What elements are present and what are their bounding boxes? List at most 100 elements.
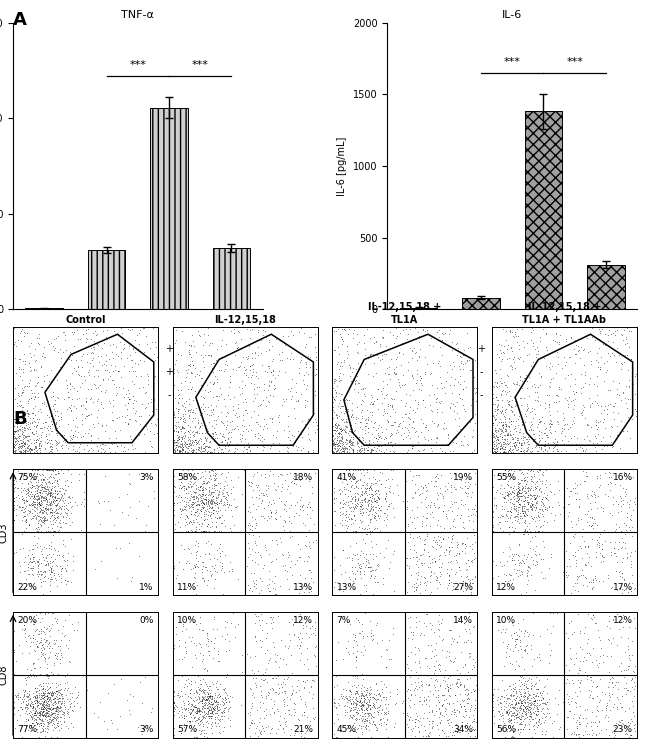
Point xyxy=(356,494,367,506)
Point xyxy=(203,466,214,478)
Point xyxy=(259,725,269,737)
Point xyxy=(286,325,296,337)
Point xyxy=(338,544,348,556)
Point xyxy=(41,699,51,711)
Point xyxy=(623,415,633,427)
Point xyxy=(16,446,26,458)
Point xyxy=(183,383,193,395)
Point xyxy=(57,705,67,717)
Point xyxy=(280,366,290,378)
Point xyxy=(348,444,358,456)
Point xyxy=(401,407,411,419)
Point xyxy=(312,322,322,334)
Point xyxy=(385,326,395,338)
Point xyxy=(532,651,542,663)
Point xyxy=(199,699,209,711)
Point xyxy=(421,694,431,706)
Point xyxy=(500,404,511,416)
Point xyxy=(40,709,51,721)
Point xyxy=(534,425,544,437)
Point xyxy=(500,514,510,526)
Point xyxy=(49,508,59,520)
Point xyxy=(333,397,344,409)
Point xyxy=(179,681,189,694)
Point xyxy=(412,355,423,367)
Text: 17%: 17% xyxy=(612,583,632,592)
Point xyxy=(39,375,49,387)
Point xyxy=(569,626,580,638)
Point xyxy=(287,569,297,581)
Point xyxy=(177,480,188,492)
Point xyxy=(332,386,342,398)
Point xyxy=(538,697,549,709)
Point xyxy=(380,519,391,531)
Point xyxy=(593,538,604,550)
Point xyxy=(578,358,589,370)
Point xyxy=(211,695,222,707)
Point xyxy=(458,579,469,591)
Point xyxy=(620,728,630,740)
Point xyxy=(90,329,101,341)
Point xyxy=(197,477,207,489)
Point xyxy=(339,444,349,456)
Point xyxy=(279,514,289,526)
Point xyxy=(191,434,202,446)
Point xyxy=(198,685,208,697)
Point xyxy=(562,688,572,700)
Point xyxy=(593,416,603,428)
Point xyxy=(250,520,261,532)
Point xyxy=(528,325,538,337)
Point xyxy=(169,705,179,717)
Point xyxy=(354,377,364,389)
Point xyxy=(243,706,254,718)
Point xyxy=(177,410,188,422)
Point xyxy=(342,722,352,734)
Point xyxy=(207,698,218,710)
Point xyxy=(369,441,379,453)
Point xyxy=(28,551,38,563)
Point xyxy=(68,705,78,717)
Point xyxy=(595,501,606,514)
Point xyxy=(514,728,524,740)
Point xyxy=(184,706,194,718)
Point xyxy=(270,372,281,384)
Point xyxy=(220,687,231,699)
Point xyxy=(605,430,616,442)
Point xyxy=(534,428,545,441)
Point xyxy=(222,668,232,680)
Point xyxy=(265,652,275,664)
Point xyxy=(610,730,620,742)
Point xyxy=(311,534,321,546)
Point xyxy=(185,406,195,418)
Point xyxy=(254,381,264,393)
Point xyxy=(39,691,49,703)
Point xyxy=(48,386,58,398)
Point xyxy=(546,551,556,563)
Point xyxy=(266,441,276,453)
Point xyxy=(614,566,624,578)
Point xyxy=(16,493,27,505)
Point xyxy=(435,532,445,544)
Point xyxy=(463,687,473,700)
Point xyxy=(530,695,541,707)
Point xyxy=(365,516,375,528)
Point xyxy=(624,652,634,664)
Point xyxy=(532,480,543,492)
Point xyxy=(49,569,60,581)
Point xyxy=(52,717,62,729)
Point xyxy=(252,441,262,453)
Point xyxy=(39,514,49,526)
Point xyxy=(495,444,505,456)
Point xyxy=(466,491,476,503)
Point xyxy=(187,491,198,503)
Point xyxy=(168,394,178,406)
Point xyxy=(425,588,436,600)
Point xyxy=(214,486,225,498)
Point xyxy=(372,403,383,415)
Text: 75%: 75% xyxy=(18,473,38,482)
Point xyxy=(388,465,398,477)
Point xyxy=(356,645,366,657)
Point xyxy=(434,730,444,742)
Point xyxy=(458,700,469,712)
Point xyxy=(410,486,421,498)
